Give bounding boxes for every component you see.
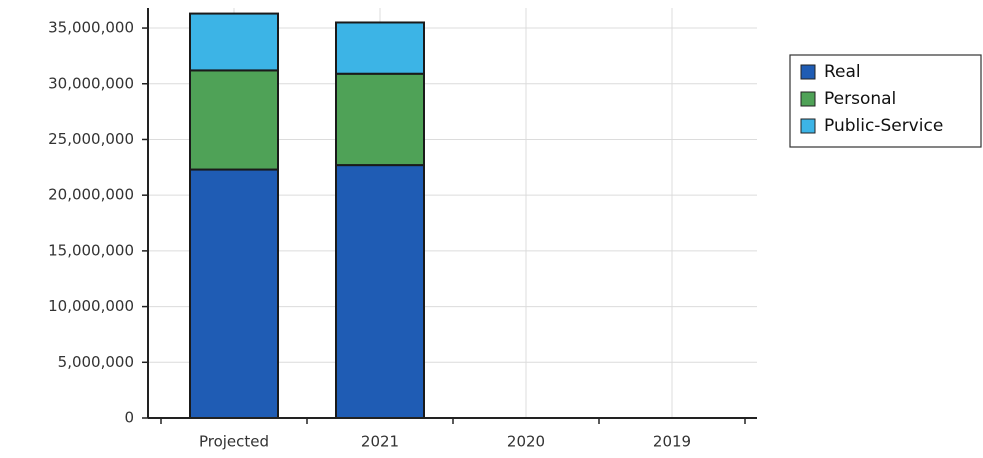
y-tick-label: 30,000,000	[48, 74, 134, 92]
x-tick-label: 2020	[507, 433, 545, 451]
y-tick-label: 10,000,000	[48, 297, 134, 315]
bar-segment	[189, 12, 279, 72]
legend-swatch	[800, 91, 816, 107]
legend: Real Personal Public-Service	[800, 62, 943, 136]
legend-swatch	[800, 64, 816, 80]
y-tick-label: 35,000,000	[48, 19, 134, 37]
y-tick-label: 20,000,000	[48, 186, 134, 204]
bar-segment	[189, 69, 279, 171]
x-tick-label: Projected	[199, 433, 269, 451]
y-tick-label: 25,000,000	[48, 130, 134, 148]
bar-segment	[189, 168, 279, 419]
legend-label: Real	[824, 62, 861, 82]
bar-segment	[335, 72, 425, 167]
legend-box	[789, 54, 982, 148]
legend-swatch	[800, 118, 816, 134]
y-tick-label: 0	[124, 409, 134, 427]
legend-label: Personal	[824, 89, 896, 109]
bar-segment	[335, 21, 425, 75]
x-tick-label: 2019	[653, 433, 691, 451]
y-tick-label: 5,000,000	[58, 353, 134, 371]
bar-segment	[335, 164, 425, 419]
legend-label: Public-Service	[824, 116, 943, 136]
x-tick-label: 2021	[361, 433, 399, 451]
y-tick-label: 15,000,000	[48, 241, 134, 259]
